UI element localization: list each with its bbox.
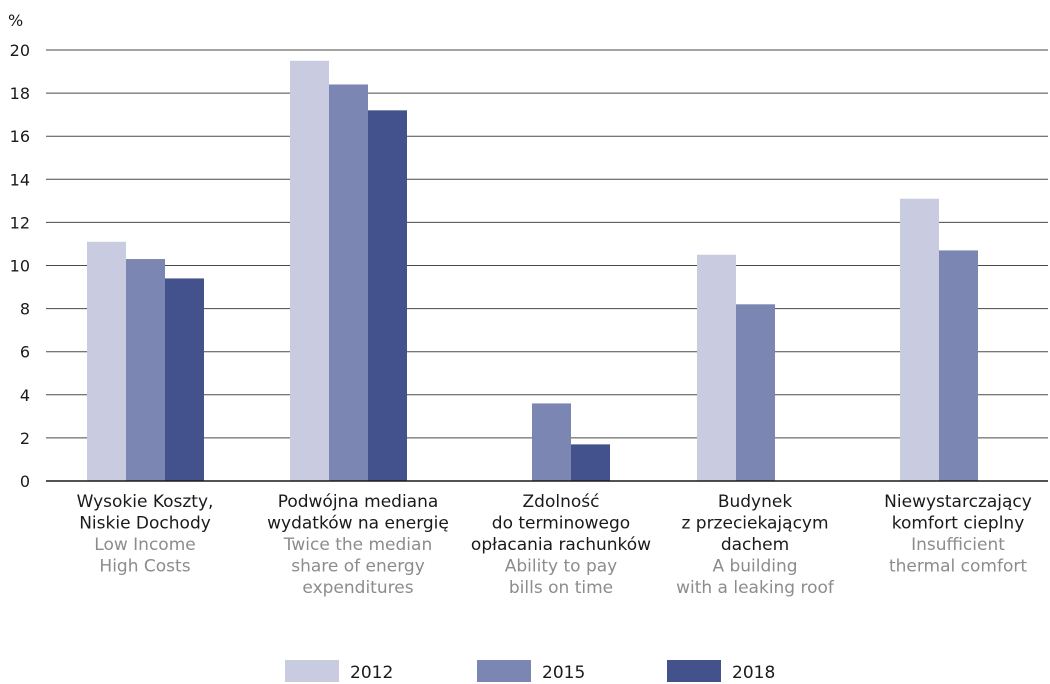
category-label-en: Insufficient [911, 535, 1005, 555]
category-label-en: High Costs [99, 557, 190, 577]
bars [87, 60, 978, 482]
bar-2015 [532, 403, 571, 481]
legend: 2012 2015 2018 [285, 660, 775, 683]
category-label-pl: Zdolność [523, 492, 600, 512]
category-label-en: with a leaking roof [676, 578, 835, 598]
category-label-en: Low Income [94, 535, 195, 555]
category-label-pl: Budynek [718, 492, 793, 512]
y-axis-ticks: 0 2 4 6 8 10 12 14 16 18 20 [10, 41, 30, 491]
y-tick-label: 18 [10, 84, 30, 103]
bar-2012 [290, 60, 329, 482]
bar-2012 [697, 254, 736, 481]
legend-label: 2012 [350, 663, 393, 683]
bar-2015 [736, 304, 775, 481]
category-label-en: Twice the median [283, 535, 432, 555]
bar-2015 [126, 259, 165, 481]
category-label-en: thermal comfort [889, 557, 1027, 577]
category-label-pl: wydatków na energię [267, 514, 449, 534]
y-tick-label: 20 [10, 41, 30, 60]
y-tick-label: 6 [20, 343, 30, 362]
category-label-pl: Niewystarczający [884, 492, 1032, 512]
category-label-pl: opłacania rachunków [471, 535, 651, 555]
y-tick-label: 14 [10, 170, 30, 189]
category-label-en: bills on time [509, 578, 613, 598]
bar-2015 [939, 250, 978, 481]
category-label-pl: Wysokie Koszty, [77, 492, 214, 512]
category-label-en: expenditures [302, 578, 413, 598]
bar-2012 [900, 198, 939, 481]
bar-2018 [571, 444, 610, 481]
y-tick-label: 8 [20, 300, 30, 319]
legend-swatch-2012 [285, 660, 339, 682]
category-label-en: Ability to pay [505, 557, 617, 577]
y-tick-label: 4 [20, 386, 30, 405]
bar-2018 [165, 278, 204, 481]
y-tick-label: 12 [10, 213, 30, 232]
bar-2018 [368, 110, 407, 481]
legend-swatch-2015 [477, 660, 531, 682]
category-label-pl: z przeciekającym [681, 514, 828, 534]
y-axis-unit-label: % [8, 11, 23, 30]
y-tick-label: 16 [10, 127, 30, 146]
gridlines [46, 49, 1048, 439]
y-tick-label: 2 [20, 429, 30, 448]
legend-swatch-2018 [667, 660, 721, 682]
legend-label: 2018 [732, 663, 775, 683]
bar-2012 [87, 241, 126, 481]
category-label-pl: dachem [721, 535, 789, 555]
category-label-pl: komfort cieplny [892, 514, 1025, 534]
y-tick-label: 10 [10, 257, 30, 276]
bar-2015 [329, 84, 368, 481]
y-tick-label: 0 [20, 472, 30, 491]
category-label-en: share of energy [291, 557, 425, 577]
category-label-pl: Podwójna mediana [278, 492, 439, 512]
category-label-en: A building [712, 557, 797, 577]
category-label-pl: Niskie Dochody [79, 514, 211, 534]
legend-label: 2015 [542, 663, 585, 683]
category-label-pl: do terminowego [492, 514, 630, 534]
